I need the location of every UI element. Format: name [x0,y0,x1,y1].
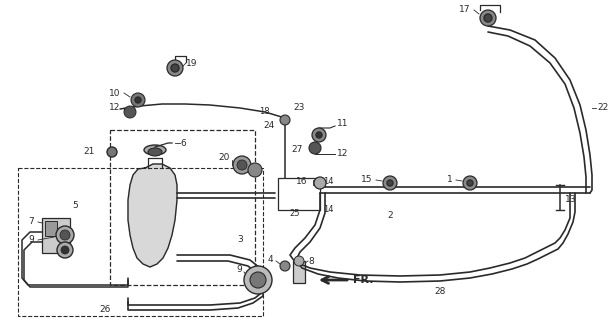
Text: 9: 9 [28,236,34,244]
Text: 26: 26 [99,306,111,315]
Bar [18,168,263,316]
Bar [293,261,305,283]
Circle shape [248,163,262,177]
Text: 15: 15 [360,174,372,183]
Text: FR.: FR. [353,275,373,285]
Circle shape [316,132,322,138]
Circle shape [57,242,73,258]
Text: 23: 23 [293,103,304,113]
Circle shape [233,156,251,174]
Circle shape [61,246,69,254]
Circle shape [463,176,477,190]
Circle shape [383,176,397,190]
Text: 21: 21 [84,148,95,156]
Text: 16: 16 [296,178,307,187]
Circle shape [387,180,393,186]
Bar [45,221,57,236]
Ellipse shape [148,148,162,156]
Text: 11: 11 [337,119,348,129]
Text: 28: 28 [435,287,446,297]
Circle shape [294,256,304,266]
Text: 17: 17 [458,5,470,14]
Text: 7: 7 [28,218,34,227]
Text: 18: 18 [259,108,270,116]
Text: 20: 20 [218,154,230,163]
Circle shape [56,226,74,244]
Text: 9: 9 [236,266,242,275]
Circle shape [280,261,290,271]
Circle shape [244,266,272,294]
Text: 27: 27 [291,146,302,155]
Text: 22: 22 [597,103,608,113]
Text: 19: 19 [186,59,198,68]
Text: 2: 2 [387,211,393,220]
Circle shape [312,128,326,142]
Circle shape [467,180,473,186]
Circle shape [480,10,496,26]
Circle shape [131,93,145,107]
Circle shape [107,147,117,157]
Circle shape [60,230,70,240]
Text: 24: 24 [264,121,275,130]
Text: 13: 13 [565,196,577,204]
Text: 10: 10 [108,89,120,98]
Text: 14: 14 [323,205,334,214]
Text: 5: 5 [72,201,78,210]
Text: 25: 25 [289,210,300,219]
Text: 4: 4 [267,255,273,265]
Circle shape [135,97,141,103]
Ellipse shape [144,145,166,155]
Circle shape [314,177,326,189]
Text: 12: 12 [108,103,120,113]
Text: 8: 8 [308,257,314,266]
Circle shape [167,60,183,76]
Text: 14: 14 [323,178,334,187]
Circle shape [124,106,136,118]
Text: 1: 1 [447,174,453,183]
Text: 12: 12 [337,149,348,158]
Bar [278,178,320,210]
Circle shape [484,14,492,22]
Circle shape [171,64,179,72]
Bar [110,130,255,285]
Text: 3: 3 [237,236,243,244]
Circle shape [237,160,247,170]
Circle shape [309,142,321,154]
Circle shape [280,115,290,125]
Bar [42,218,70,253]
Text: 6: 6 [180,139,186,148]
Polygon shape [128,164,177,267]
Circle shape [250,272,266,288]
